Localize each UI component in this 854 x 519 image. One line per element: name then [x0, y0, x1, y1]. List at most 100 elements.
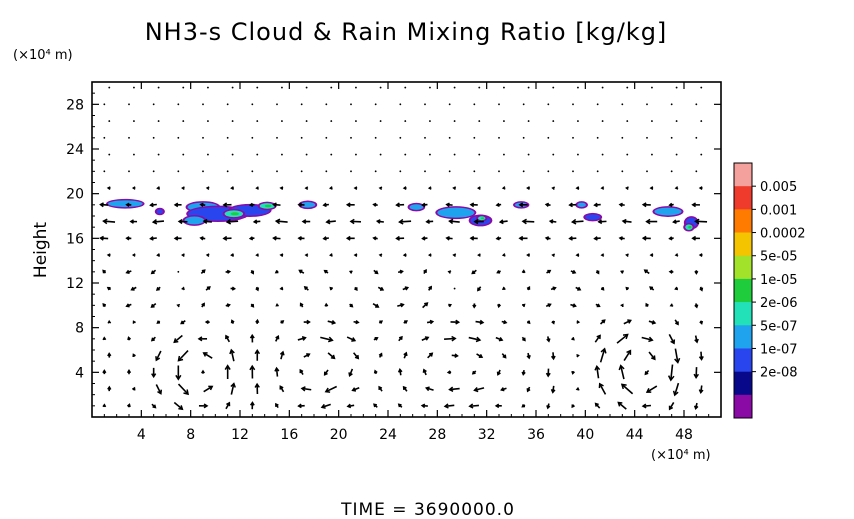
wind-vector: [353, 253, 358, 258]
wind-vector: [131, 253, 136, 257]
wind-vector: [476, 353, 484, 359]
wind-vector: [447, 270, 452, 274]
y-tick-label: 16: [66, 231, 84, 247]
wind-vector: [500, 387, 507, 392]
wind-vector: [378, 186, 383, 191]
wind-vector: [222, 202, 232, 208]
wind-vector: [594, 334, 601, 343]
wind-vector: [250, 269, 255, 275]
wind-vector: [202, 103, 204, 106]
wind-vector: [202, 170, 204, 173]
wind-vector: [256, 120, 259, 122]
wind-vector: [672, 219, 680, 225]
wind-vector: [207, 120, 209, 122]
colorbar-swatch: [734, 278, 752, 303]
wind-vector: [674, 253, 679, 257]
wind-vector: [205, 186, 210, 191]
wind-vector: [620, 383, 634, 395]
wind-vector: [230, 286, 237, 291]
wind-vector: [399, 136, 402, 139]
wind-vector: [346, 336, 357, 342]
wind-vector: [230, 186, 235, 190]
wind-vector: [448, 303, 452, 308]
wind-vector: [298, 269, 305, 274]
cloud-cell: [300, 202, 316, 208]
wind-vector: [475, 319, 485, 325]
wind-vector: [350, 136, 352, 139]
wind-vector: [698, 351, 704, 361]
wind-vector: [107, 319, 112, 324]
wind-vector: [469, 235, 478, 241]
wind-vector: [648, 351, 656, 361]
wind-vector: [225, 269, 232, 274]
wind-vector: [355, 120, 357, 122]
wind-vector: [403, 351, 408, 359]
wind-vector: [473, 136, 476, 139]
wind-vector: [501, 253, 506, 257]
y-tick-label: 20: [66, 187, 84, 203]
cloud-cell: [585, 214, 601, 220]
wind-vector: [445, 235, 453, 241]
wind-vector: [299, 302, 304, 308]
colorbar-swatch: [734, 394, 752, 419]
wind-vector: [548, 219, 557, 224]
wind-vector: [691, 235, 700, 241]
wind-vector: [568, 235, 577, 241]
wind-vector: [646, 170, 648, 173]
wind-vector: [527, 120, 530, 122]
wind-vector: [272, 202, 281, 208]
wind-vector: [593, 202, 601, 208]
wind-vector: [552, 153, 555, 156]
wind-vector: [255, 318, 260, 324]
wind-vector: [575, 253, 580, 257]
wind-vector: [204, 320, 210, 325]
wind-vector: [202, 352, 213, 359]
wind-vector: [670, 103, 673, 106]
wind-vector: [205, 253, 210, 258]
wind-vector: [222, 235, 232, 241]
wind-vector: [355, 153, 357, 156]
wind-vector: [397, 302, 405, 308]
wind-vector: [372, 236, 378, 241]
wind-vector: [547, 170, 550, 173]
wind-vector: [646, 103, 648, 106]
wind-vector: [177, 350, 189, 362]
wind-vector: [675, 86, 678, 89]
wind-vector: [372, 202, 378, 207]
wind-vector: [379, 86, 382, 89]
wind-vector: [498, 219, 508, 225]
wind-vector: [546, 269, 552, 274]
wind-vector: [249, 333, 255, 343]
wind-vector: [155, 286, 161, 291]
wind-vector: [572, 103, 574, 106]
wind-vector: [641, 202, 651, 208]
wind-vector: [469, 202, 478, 208]
wind-vector: [230, 319, 235, 324]
wind-vector: [670, 136, 673, 139]
wind-vector: [175, 365, 182, 381]
wind-vector: [498, 103, 500, 106]
wind-vector: [626, 120, 629, 122]
colorbar-swatch: [734, 325, 752, 349]
wind-vector: [248, 202, 255, 207]
wind-vector: [152, 103, 155, 106]
wind-vector: [299, 368, 304, 375]
wind-vector: [199, 236, 206, 241]
wind-vector: [125, 269, 132, 275]
wind-vector: [327, 352, 336, 360]
wind-vector: [225, 303, 231, 308]
y-tick-label: 28: [66, 97, 84, 113]
wind-vector: [626, 153, 629, 156]
wind-vector: [279, 385, 285, 393]
wind-vector: [693, 402, 699, 410]
colorbar-label: 1e-05: [760, 273, 798, 288]
wind-vector: [496, 269, 501, 274]
wind-vector: [177, 136, 180, 139]
wind-vector: [351, 387, 360, 392]
colorbar-label: 5e-05: [760, 250, 798, 265]
colorbar-swatch: [734, 186, 752, 210]
plot-layer: [106, 198, 699, 232]
wind-vector: [402, 253, 407, 257]
x-tick-label: 4: [137, 427, 146, 443]
